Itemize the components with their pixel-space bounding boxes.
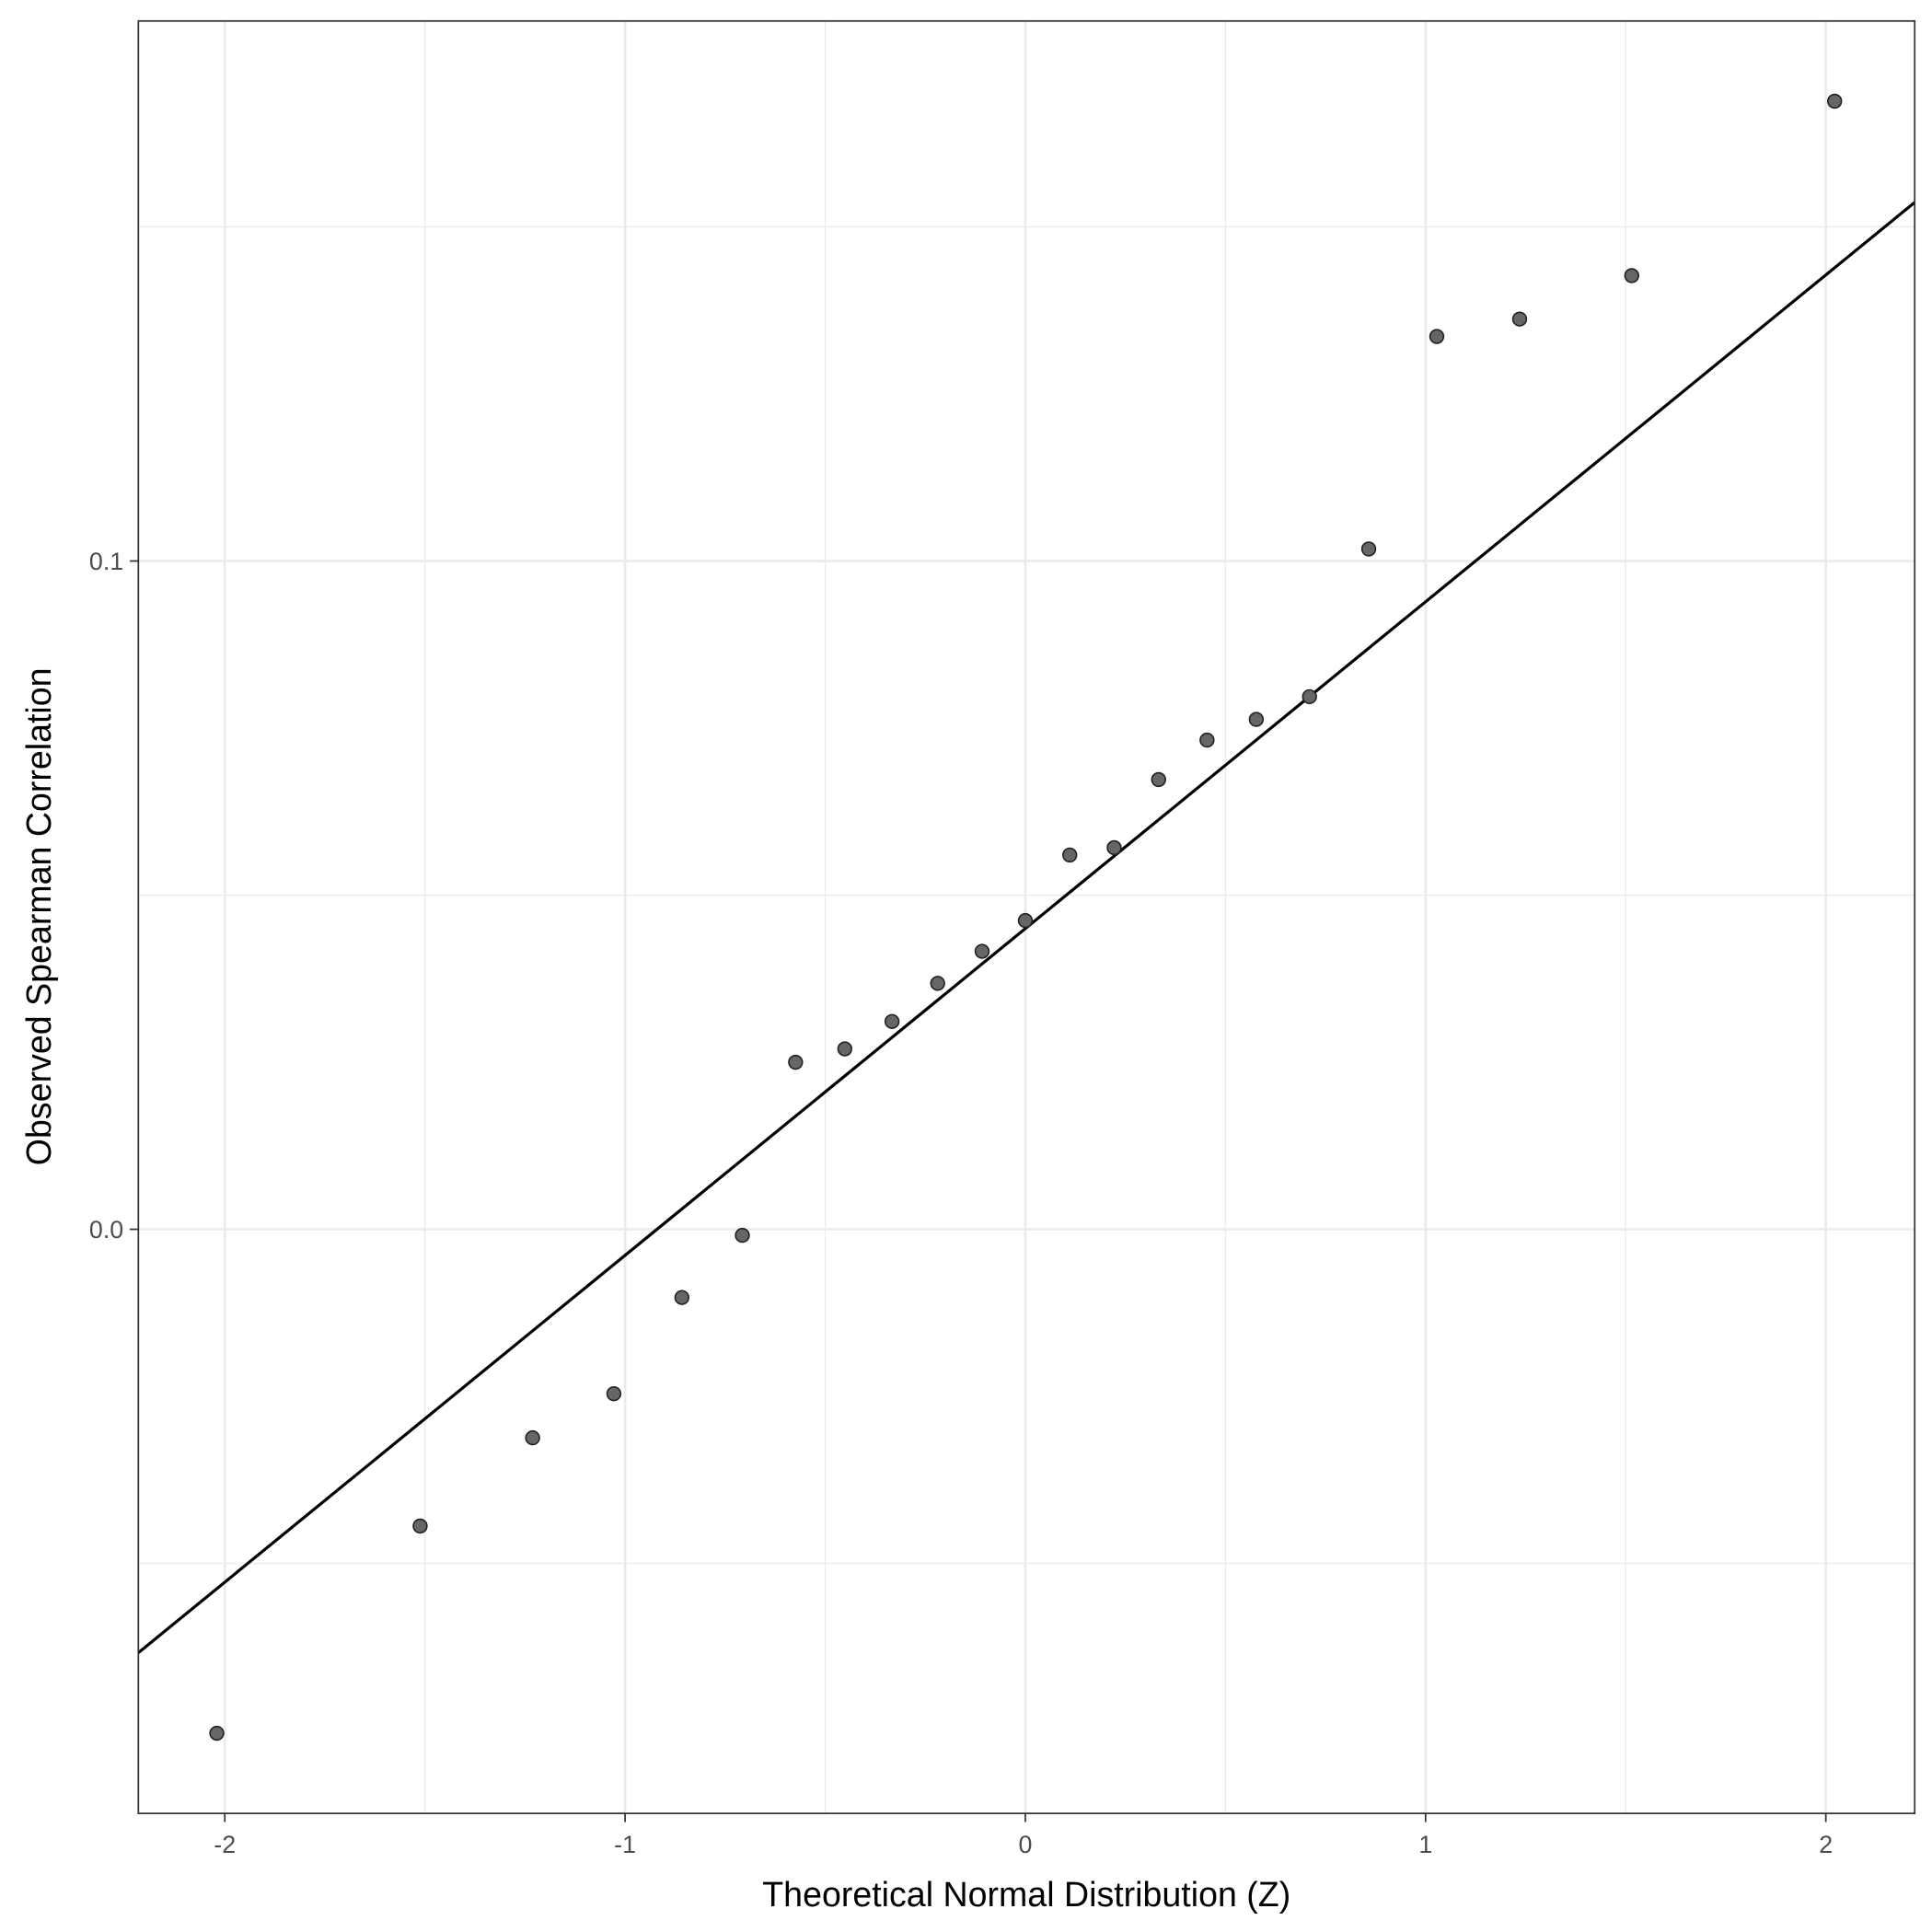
data-point — [1199, 732, 1215, 748]
x-tick-label: -2 — [214, 1831, 236, 1858]
y-tick-label: 0.0 — [89, 1216, 123, 1244]
data-point — [1106, 839, 1122, 856]
data-point — [1301, 688, 1317, 705]
x-tick-label: 2 — [1819, 1831, 1833, 1858]
data-point — [1248, 711, 1265, 727]
data-point — [525, 1429, 540, 1446]
data-point — [1429, 329, 1445, 344]
x-axis-title: Theoretical Normal Distribution (Z) — [762, 1875, 1290, 1914]
data-point — [1624, 268, 1639, 283]
data-point — [606, 1385, 622, 1402]
data-point — [209, 1725, 225, 1741]
points — [209, 93, 1843, 1741]
y-axis: 0.0 0.1 — [89, 548, 139, 1244]
data-point — [1360, 541, 1377, 557]
panel-border — [137, 19, 1916, 1815]
data-point — [674, 1290, 690, 1305]
data-point — [735, 1227, 750, 1244]
data-point — [1827, 93, 1843, 110]
data-point — [837, 1041, 853, 1057]
data-point — [1062, 847, 1078, 863]
grid — [138, 20, 1915, 1814]
data-point — [1511, 311, 1528, 327]
x-axis: -2 -1 0 1 2 — [214, 1813, 1833, 1858]
data-point — [974, 943, 990, 959]
x-tick-label: 1 — [1418, 1831, 1432, 1858]
data-point — [930, 976, 945, 991]
x-tick-label: 0 — [1018, 1831, 1032, 1858]
data-point — [1151, 771, 1166, 788]
data-point — [884, 1013, 900, 1029]
y-tick-label: 0.1 — [89, 548, 123, 575]
data-point — [788, 1054, 804, 1070]
data-point — [1017, 912, 1034, 929]
x-tick-label: -1 — [614, 1831, 636, 1858]
y-axis-title: Observed Spearman Correlation — [19, 667, 58, 1165]
data-point — [412, 1518, 428, 1534]
